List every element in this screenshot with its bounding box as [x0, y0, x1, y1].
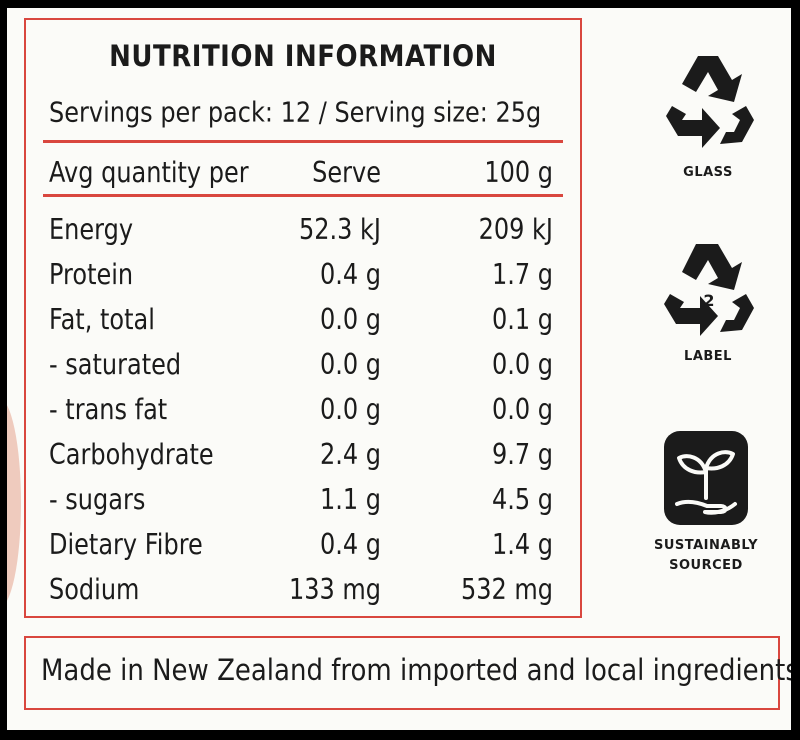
table-row: - trans fat 0.0 g 0.0 g [49, 393, 553, 427]
per100-value: 1.4 g [491, 528, 553, 562]
servings-line: Servings per pack: 12 / Serving size: 25… [49, 96, 542, 129]
serve-value: 52.3 kJ [298, 213, 381, 247]
nutrient-name: Protein [49, 258, 134, 292]
sourced-badge: SUSTAINABLY SOURCED [641, 428, 771, 576]
recycle-number: 2 [703, 291, 714, 310]
serve-value: 0.4 g [319, 258, 381, 292]
sourced-line1: SUSTAINABLY [653, 538, 759, 553]
origin-box: Made in New Zealand from imported and lo… [24, 636, 791, 710]
per100-value: 0.0 g [491, 393, 553, 427]
divider [43, 140, 563, 143]
nutrient-name: - saturated [49, 348, 182, 382]
nutrition-panel: NUTRITION INFORMATION Servings per pack:… [24, 18, 582, 618]
per100-value: 532 mg [460, 573, 553, 607]
per100-value: 0.0 g [491, 348, 553, 382]
per100-value: 9.7 g [491, 438, 553, 472]
recycle-icon [666, 56, 754, 148]
table-row: Dietary Fibre 0.4 g 1.4 g [49, 528, 553, 562]
table-row: - sugars 1.1 g 4.5 g [49, 483, 553, 517]
serve-value: 133 mg [288, 573, 381, 607]
serve-value: 2.4 g [319, 438, 381, 472]
recycle-2-icon: 2 [664, 244, 754, 336]
nutrient-name: Fat, total [49, 303, 155, 337]
label-label: LABEL [684, 349, 732, 364]
serve-value: 1.1 g [319, 483, 381, 517]
per100-value: 1.7 g [491, 258, 553, 292]
table-row: Sodium 133 mg 532 mg [49, 573, 553, 607]
sourced-line2: SOURCED [669, 558, 743, 573]
panel-title: NUTRITION INFORMATION [109, 40, 497, 74]
header-quantity: Avg quantity per [49, 156, 249, 190]
header-serve: Serve [312, 156, 381, 190]
label-frame: NUTRITION INFORMATION Servings per pack:… [7, 8, 791, 730]
plant-hand-icon [664, 431, 748, 525]
table-header: Avg quantity per Serve 100 g [49, 156, 553, 190]
divider [43, 194, 563, 197]
table-row: Energy 52.3 kJ 209 kJ [49, 213, 553, 247]
nutrient-name: Carbohydrate [49, 438, 214, 472]
origin-text: Made in New Zealand from imported and lo… [41, 654, 791, 688]
label-badge: 2 LABEL [643, 240, 773, 370]
table-row: - saturated 0.0 g 0.0 g [49, 348, 553, 382]
per100-value: 0.1 g [491, 303, 553, 337]
serve-value: 0.4 g [319, 528, 381, 562]
table-row: Carbohydrate 2.4 g 9.7 g [49, 438, 553, 472]
header-100g: 100 g [484, 156, 553, 190]
per100-value: 209 kJ [478, 213, 553, 247]
glass-label: GLASS [683, 165, 733, 180]
glass-badge: GLASS [643, 48, 773, 186]
serve-value: 0.0 g [319, 348, 381, 382]
nutrient-name: Energy [49, 213, 134, 247]
serve-value: 0.0 g [319, 393, 381, 427]
table-row: Fat, total 0.0 g 0.1 g [49, 303, 553, 337]
serve-value: 0.0 g [319, 303, 381, 337]
per100-value: 4.5 g [491, 483, 553, 517]
edge-graphic [7, 398, 21, 608]
nutrient-name: Sodium [49, 573, 140, 607]
nutrient-name: - sugars [49, 483, 146, 517]
table-row: Protein 0.4 g 1.7 g [49, 258, 553, 292]
nutrient-name: - trans fat [49, 393, 168, 427]
nutrient-name: Dietary Fibre [49, 528, 203, 562]
